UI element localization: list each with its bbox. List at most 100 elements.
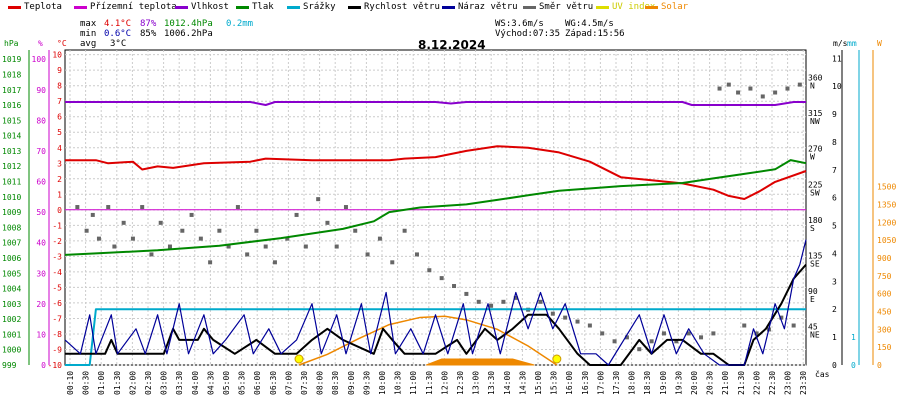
w-tick-label: 150: [877, 343, 892, 352]
press-tick-label: 1003: [2, 300, 21, 309]
dir-tick-name: SE: [810, 259, 820, 268]
wind-dir-point: [686, 331, 691, 336]
temp-tick-label: -4: [52, 268, 62, 277]
wind-dir-point: [235, 205, 240, 210]
wind-dir-point: [365, 252, 370, 257]
legend-item-6: Náraz větru: [442, 2, 518, 14]
x-tick-label: 11:00: [409, 371, 418, 395]
chart-legend: Teplota Přízemní teplota Vlhkost Tlak Srážky…: [0, 0, 900, 14]
dir-tick-name: SW: [810, 188, 820, 197]
legend-item-3: Tlak: [236, 2, 274, 14]
wind-dir-point: [513, 295, 518, 300]
x-tick-label: 04:00: [191, 371, 200, 395]
temp-axis-label: °C: [57, 39, 67, 48]
mm-axis-label: mm: [847, 39, 857, 48]
press-tick-label: 1016: [2, 101, 21, 110]
wind-dir-point: [427, 268, 432, 273]
press-tick-label: 1001: [2, 330, 21, 339]
wind-dir-point: [624, 335, 629, 340]
series-line-Náraz větru: [64, 239, 807, 366]
wind-dir-point: [353, 228, 358, 233]
ms-tick-label: 8: [832, 138, 837, 147]
wind-dir-point: [754, 331, 759, 336]
dir-tick-name: S: [810, 224, 815, 233]
legend-label: Teplota: [24, 2, 62, 12]
wind-dir-point: [538, 299, 543, 304]
wind-dir-point: [637, 347, 642, 352]
legend-swatch: [645, 5, 658, 9]
stats-max-temp: 4.1°C: [104, 19, 132, 29]
x-tick-label: 14:00: [503, 371, 512, 395]
wind-dir-point: [254, 228, 259, 233]
ms-tick-label: 9: [832, 110, 837, 119]
wind-dir-point: [96, 236, 101, 241]
press-tick-label: 1005: [2, 269, 21, 278]
x-tick-label: 17:30: [612, 371, 621, 395]
w-tick-label: 750: [877, 272, 892, 281]
wind-dir-point: [501, 299, 506, 304]
wind-dir-point: [263, 244, 268, 249]
wind-dir-point: [158, 220, 163, 225]
legend-swatch: [348, 5, 361, 9]
press-tick-label: 1002: [2, 315, 21, 324]
wind-dir-point: [476, 299, 481, 304]
legend-item-7: Směr větru: [523, 2, 593, 14]
x-tick-label: 07:00: [284, 371, 293, 395]
stats-sunrise: Východ:07:35: [495, 29, 561, 39]
x-tick-label: 13:00: [472, 371, 481, 395]
wind-dir-point: [180, 228, 185, 233]
hum-tick-label: 20: [36, 300, 46, 309]
temp-tick-label: 0: [57, 206, 62, 215]
hum-tick-label: 0: [41, 361, 46, 370]
legend-label: Vlhkost: [191, 2, 229, 12]
temp-tick-label: -1: [52, 221, 62, 230]
press-tick-label: 1013: [2, 147, 21, 156]
dir-tick-name: NW: [810, 117, 820, 126]
series-line-Rychlost větru: [65, 263, 807, 366]
wind-dir-point: [791, 323, 796, 328]
wind-dir-point: [167, 244, 172, 249]
legend-swatch: [175, 5, 188, 9]
press-tick-label: 1008: [2, 223, 21, 232]
ms-tick-label: 10: [832, 82, 842, 91]
press-tick-label: 1012: [2, 162, 21, 171]
hum-tick-label: 70: [36, 147, 46, 156]
press-tick-label: 1004: [2, 285, 21, 294]
wind-dir-point: [748, 86, 753, 91]
w-tick-label: 600: [877, 290, 892, 299]
temp-tick-label: -3: [52, 252, 62, 261]
wind-dir-point: [121, 220, 126, 225]
press-tick-label: 1011: [2, 178, 21, 187]
wind-dir-point: [325, 220, 330, 225]
hum-tick-label: 60: [36, 178, 46, 187]
x-tick-label: 10:30: [394, 371, 403, 395]
x-tick-label: 00:10: [66, 371, 75, 395]
sun-marker-sunset: [552, 354, 562, 364]
press-tick-label: 1000: [2, 346, 21, 355]
stats-ws: WS:3.6m/s: [495, 19, 544, 29]
w-tick-label: 900: [877, 254, 892, 263]
x-tick-label: 23:00: [784, 371, 793, 395]
wind-dir-point: [303, 244, 308, 249]
stats-min-press: 1006.2hPa: [164, 29, 213, 39]
wind-dir-point: [106, 205, 111, 210]
hum-tick-label: 80: [36, 116, 46, 125]
ms-tick-label: 0: [832, 361, 837, 370]
wind-dir-point: [674, 339, 679, 344]
wind-dir-point: [272, 260, 277, 265]
wind-dir-point: [149, 252, 154, 257]
wind-dir-point: [452, 284, 457, 289]
wind-dir-point: [140, 205, 145, 210]
x-tick-label: 05:30: [238, 371, 247, 395]
x-tick-label: 12:30: [456, 371, 465, 395]
dir-tick-value: 315: [808, 109, 823, 118]
press-axis-label: hPa: [4, 39, 19, 48]
dir-tick-value: 270: [808, 145, 823, 154]
x-tick-label: 12:00: [440, 371, 449, 395]
wind-dir-point: [587, 323, 592, 328]
wind-dir-point: [742, 323, 747, 328]
w-tick-label: 1050: [877, 236, 896, 245]
hum-tick-label: 100: [32, 55, 47, 64]
series-line-Teplota: [65, 145, 807, 200]
x-tick-label: 05:00: [222, 371, 231, 395]
